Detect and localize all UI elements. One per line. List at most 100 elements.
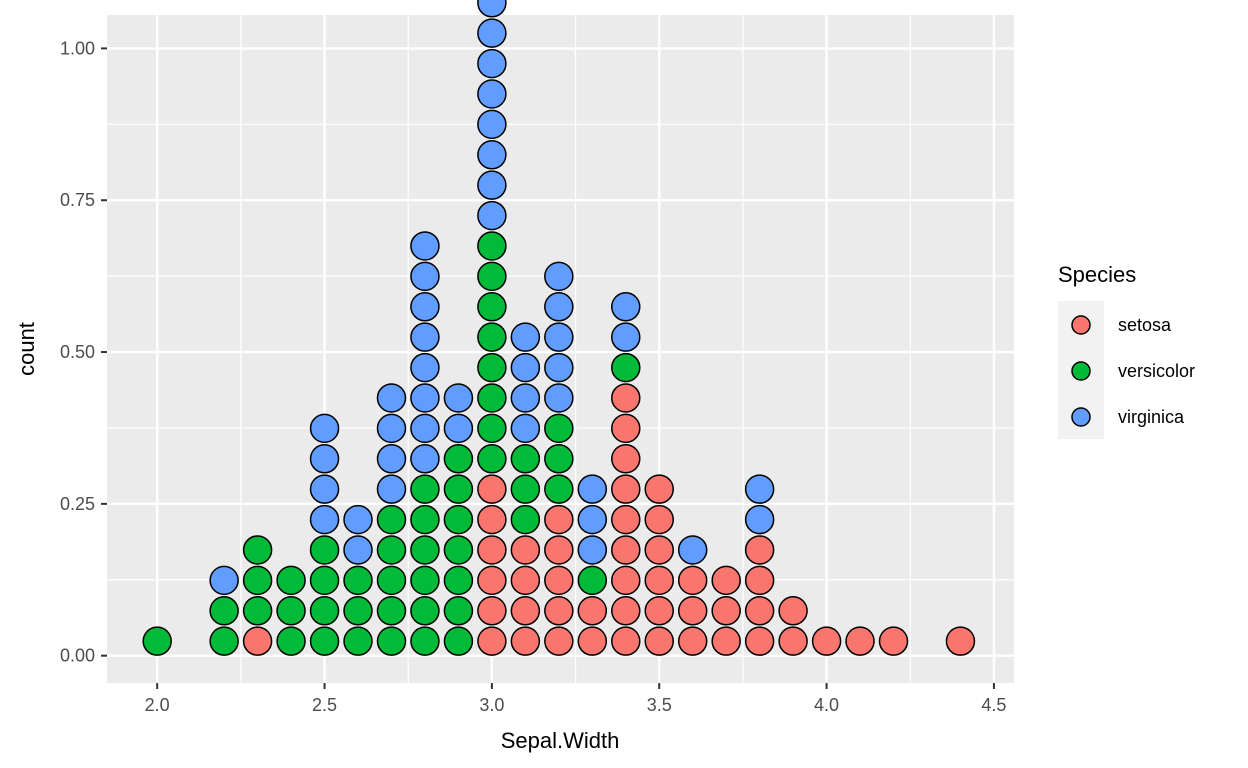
legend-title: Species	[1058, 262, 1136, 287]
y-tick-label: 0.50	[60, 342, 95, 362]
x-axis-title: Sepal.Width	[501, 728, 620, 753]
dot-virginica	[577, 504, 608, 535]
dot-versicolor	[544, 474, 574, 504]
dot-virginica	[477, 79, 507, 109]
dot-versicolor	[376, 565, 407, 596]
dot-versicolor	[242, 535, 273, 565]
dot-setosa	[778, 596, 808, 626]
dot-virginica	[443, 383, 474, 413]
dot-virginica	[611, 292, 641, 322]
dot-virginica	[443, 413, 474, 444]
y-axis-title: count	[14, 322, 39, 376]
dot-versicolor	[443, 626, 474, 656]
x-tick-label: 4.5	[981, 695, 1006, 715]
legend-key-versicolor	[1071, 361, 1091, 381]
y-axis: 0.00 0.25 0.50 0.75 1.00	[60, 38, 107, 666]
dot-setosa	[577, 596, 608, 626]
dot-versicolor	[510, 504, 541, 535]
dot-virginica	[544, 261, 574, 292]
dot-setosa	[611, 474, 641, 504]
dot-virginica	[544, 292, 574, 322]
dot-virginica	[410, 383, 440, 413]
dot-versicolor	[410, 535, 440, 565]
x-tick-label: 3.5	[647, 695, 672, 715]
dot-setosa	[477, 626, 507, 656]
legend-label-virginica: virginica	[1118, 407, 1185, 427]
dot-virginica	[611, 322, 641, 352]
dot-virginica	[343, 504, 373, 535]
legend: Species setosa versicolor virginica	[1058, 262, 1195, 439]
dot-virginica	[376, 444, 407, 474]
dot-versicolor	[410, 474, 440, 504]
dot-versicolor	[343, 565, 373, 596]
dot-virginica	[577, 535, 608, 565]
dot-virginica	[309, 504, 340, 535]
x-tick-label: 3.0	[479, 695, 504, 715]
dot-setosa	[477, 565, 507, 596]
dot-setosa	[510, 565, 541, 596]
dot-setosa	[677, 565, 708, 596]
dot-virginica	[510, 352, 541, 383]
dot-setosa	[611, 504, 641, 535]
dot-versicolor	[343, 626, 373, 656]
dot-versicolor	[443, 474, 474, 504]
dot-versicolor	[477, 261, 507, 292]
dot-setosa	[778, 626, 808, 656]
dot-setosa	[477, 474, 507, 504]
dot-virginica	[376, 474, 407, 504]
dot-virginica	[510, 322, 541, 352]
dot-versicolor	[477, 292, 507, 322]
dot-setosa	[544, 596, 574, 626]
dot-virginica	[744, 504, 775, 535]
dot-versicolor	[443, 596, 474, 626]
dot-versicolor	[309, 535, 340, 565]
y-tick-label: 0.00	[60, 646, 95, 666]
dot-setosa	[677, 626, 708, 656]
dot-virginica	[544, 352, 574, 383]
dot-versicolor	[477, 383, 507, 413]
dot-versicolor	[544, 413, 574, 444]
dot-virginica	[477, 48, 507, 79]
dot-setosa	[611, 383, 641, 413]
dot-virginica	[376, 413, 407, 444]
dot-virginica	[477, 0, 507, 18]
dot-setosa	[644, 535, 674, 565]
dot-virginica	[410, 444, 440, 474]
dot-virginica	[477, 170, 507, 200]
dot-setosa	[845, 626, 875, 656]
dot-virginica	[410, 352, 440, 383]
dot-virginica	[309, 474, 340, 504]
dot-setosa	[611, 565, 641, 596]
dot-versicolor	[443, 535, 474, 565]
dot-virginica	[376, 383, 407, 413]
dot-versicolor	[376, 504, 407, 535]
dot-setosa	[744, 565, 775, 596]
dot-setosa	[711, 596, 741, 626]
dot-virginica	[477, 109, 507, 140]
dot-setosa	[544, 565, 574, 596]
dot-versicolor	[309, 565, 340, 596]
dot-virginica	[477, 18, 507, 48]
dot-versicolor	[477, 444, 507, 474]
dot-versicolor	[477, 352, 507, 383]
dot-versicolor	[242, 596, 273, 626]
dot-setosa	[744, 626, 775, 656]
dot-virginica	[343, 535, 373, 565]
dot-virginica	[209, 565, 239, 596]
dot-setosa	[611, 596, 641, 626]
dot-versicolor	[209, 626, 239, 656]
dot-setosa	[477, 504, 507, 535]
dot-versicolor	[343, 596, 373, 626]
dot-virginica	[410, 261, 440, 292]
dot-virginica	[410, 322, 440, 352]
legend-label-versicolor: versicolor	[1118, 361, 1195, 381]
dot-versicolor	[477, 413, 507, 444]
dot-setosa	[477, 535, 507, 565]
dot-setosa	[644, 565, 674, 596]
dot-versicolor	[477, 322, 507, 352]
dot-setosa	[811, 626, 842, 656]
dot-setosa	[611, 535, 641, 565]
dot-setosa	[510, 535, 541, 565]
dot-versicolor	[443, 444, 474, 474]
x-tick-label: 2.5	[312, 695, 337, 715]
